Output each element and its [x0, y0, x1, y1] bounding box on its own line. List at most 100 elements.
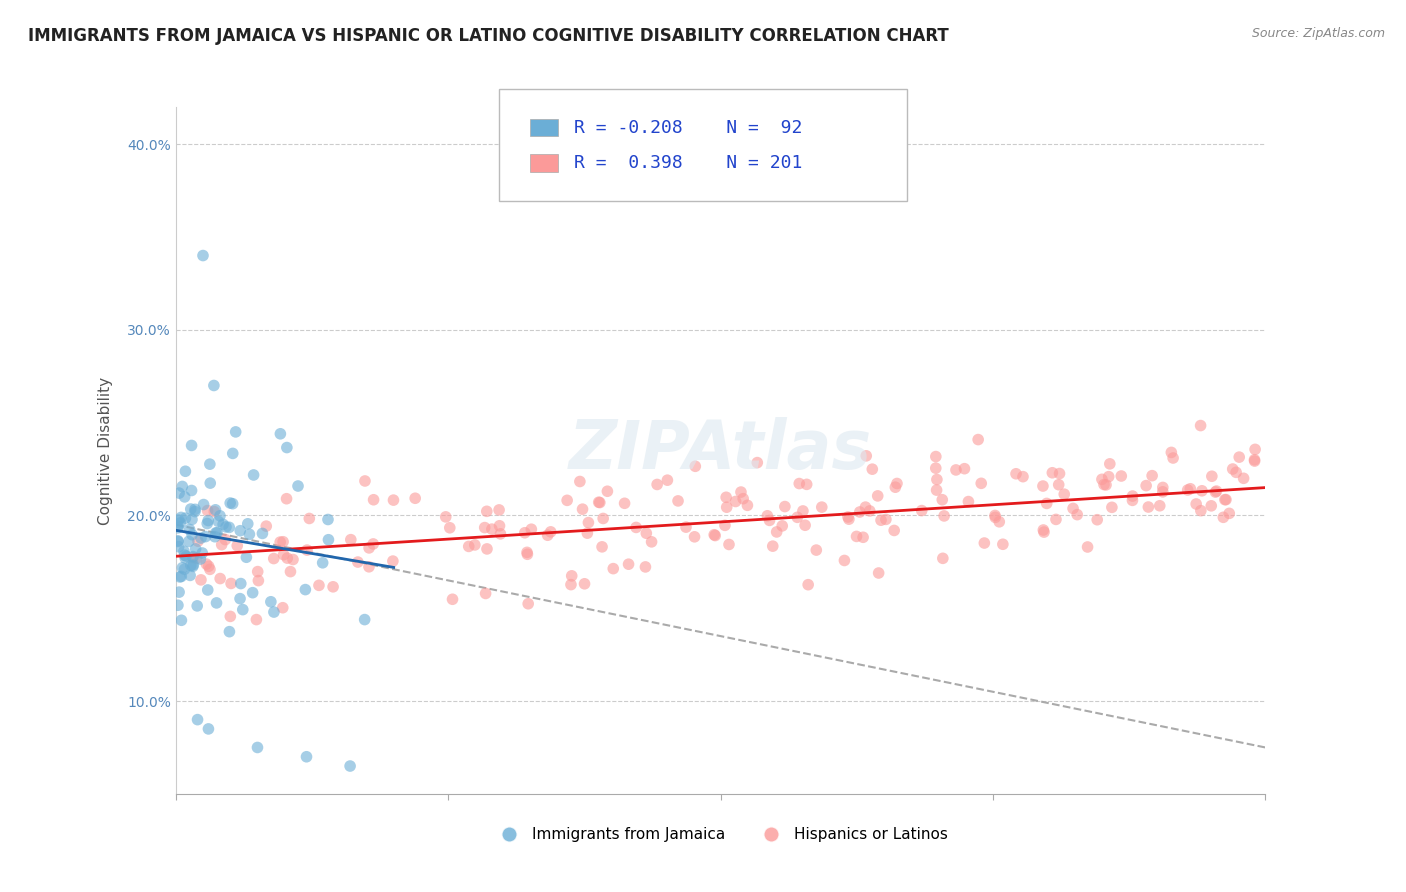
Point	[269, 426, 291, 441]
Point	[235, 550, 257, 565]
Legend: Immigrants from Jamaica, Hispanics or Latinos: Immigrants from Jamaica, Hispanics or La…	[488, 821, 953, 848]
Point	[1177, 483, 1199, 497]
Point	[316, 512, 339, 526]
Point	[273, 548, 295, 562]
Point	[184, 541, 207, 556]
Point	[488, 503, 510, 517]
Point	[970, 476, 993, 491]
Point	[359, 541, 381, 555]
Point	[474, 586, 496, 600]
Point	[1213, 492, 1236, 507]
Text: ZIPAtlas: ZIPAtlas	[569, 417, 872, 483]
Point	[925, 461, 948, 475]
Point	[875, 512, 897, 526]
Point	[513, 525, 536, 540]
Point	[537, 528, 560, 542]
Point	[212, 517, 235, 532]
Text: R = -0.208    N =  92: R = -0.208 N = 92	[574, 119, 801, 136]
Point	[177, 534, 200, 549]
Point	[167, 521, 190, 535]
Point	[475, 504, 498, 518]
Point	[190, 552, 212, 566]
Point	[180, 483, 202, 498]
Point	[311, 556, 333, 570]
Point	[837, 510, 859, 524]
Point	[855, 449, 877, 463]
Point	[589, 495, 612, 509]
Point	[308, 578, 330, 592]
Point	[730, 485, 752, 500]
Point	[195, 557, 218, 571]
Point	[202, 505, 225, 519]
Point	[1135, 478, 1157, 492]
Point	[957, 494, 980, 508]
Point	[1189, 418, 1212, 433]
Point	[271, 600, 294, 615]
Point	[439, 521, 461, 535]
Point	[194, 530, 217, 544]
Point	[173, 548, 195, 562]
Point	[588, 495, 610, 509]
Point	[848, 505, 870, 519]
Point	[354, 474, 377, 488]
Point	[298, 511, 321, 525]
Point	[591, 540, 613, 554]
Point	[932, 551, 955, 566]
Point	[225, 425, 247, 439]
Point	[787, 476, 810, 491]
Point	[167, 599, 190, 613]
Point	[242, 585, 264, 599]
Point	[613, 496, 636, 510]
Point	[172, 479, 194, 493]
Point	[724, 494, 747, 508]
Point	[404, 491, 426, 506]
Point	[167, 540, 190, 554]
Point	[229, 576, 252, 591]
Point	[773, 500, 796, 514]
Point	[685, 459, 707, 474]
Point	[276, 551, 298, 566]
Point	[1047, 477, 1070, 491]
Point	[441, 592, 464, 607]
Point	[197, 514, 219, 528]
Point	[167, 486, 190, 500]
Point	[973, 536, 995, 550]
Point	[179, 523, 201, 537]
Point	[1149, 499, 1171, 513]
Point	[193, 498, 215, 512]
Point	[295, 749, 318, 764]
Point	[1035, 496, 1057, 510]
Point	[1095, 478, 1118, 492]
Point	[1053, 487, 1076, 501]
Point	[198, 562, 221, 576]
Point	[855, 500, 877, 515]
Point	[770, 519, 793, 533]
Point	[884, 480, 907, 494]
Point	[236, 516, 259, 531]
Point	[1222, 462, 1244, 476]
Point	[762, 539, 785, 553]
Point	[1032, 479, 1054, 493]
Point	[1109, 469, 1132, 483]
Point	[765, 524, 787, 539]
Point	[464, 538, 486, 552]
Point	[186, 551, 208, 566]
Point	[1012, 469, 1035, 483]
Point	[186, 599, 208, 613]
Point	[988, 515, 1011, 529]
Point	[174, 549, 197, 563]
Point	[204, 525, 226, 540]
Point	[246, 740, 269, 755]
Point	[636, 526, 658, 541]
Point	[181, 512, 204, 526]
Point	[758, 513, 780, 527]
Point	[883, 524, 905, 538]
Point	[269, 535, 291, 549]
Point	[295, 543, 318, 558]
Point	[792, 504, 814, 518]
Point	[1152, 484, 1174, 499]
Point	[186, 713, 209, 727]
Point	[191, 248, 214, 262]
Point	[173, 562, 195, 576]
Point	[238, 527, 260, 541]
